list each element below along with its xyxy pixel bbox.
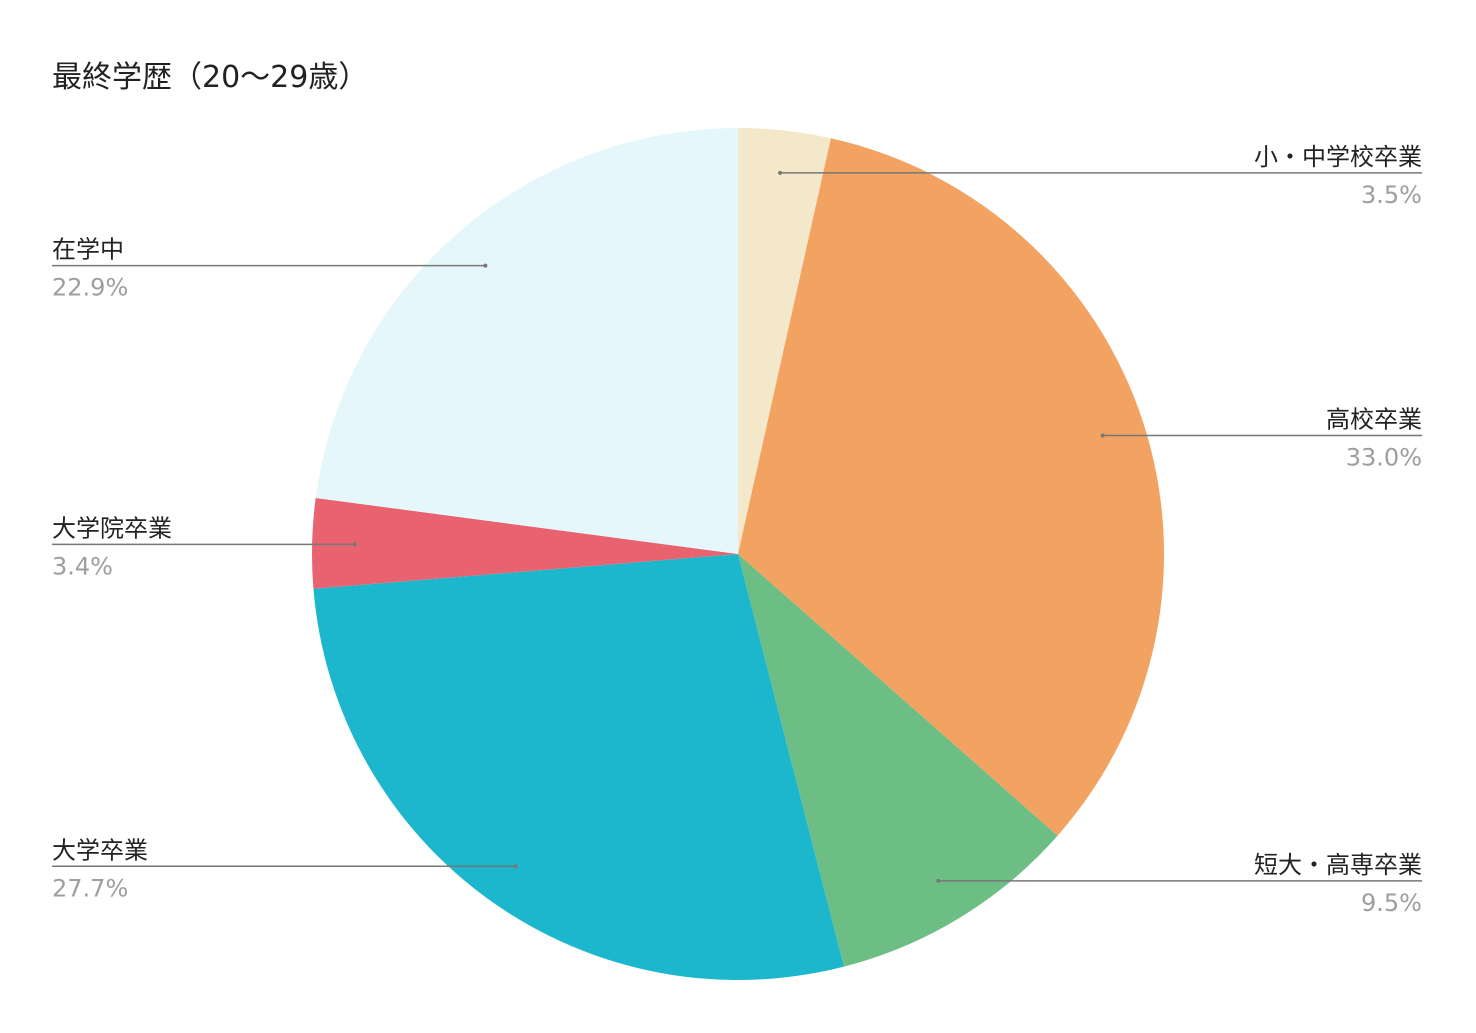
slice-label-1: 高校卒業: [1326, 406, 1422, 434]
chart-title: 最終学歴（20〜29歳）: [52, 60, 369, 95]
leader-dot-0: [778, 170, 783, 175]
leader-dot-5: [483, 263, 488, 268]
slice-value-2: 9.5%: [1361, 889, 1422, 917]
pie-slice-5: [315, 128, 738, 554]
pie-slice-0: [738, 128, 831, 554]
slice-label-3: 大学卒業: [52, 836, 148, 864]
pie-slice-3: [313, 554, 844, 981]
slice-label-0: 小・中学校卒業: [1254, 143, 1422, 171]
slice-value-3: 27.7%: [52, 874, 128, 902]
pie-slice-2: [738, 554, 1058, 967]
slice-label-4: 大学院卒業: [52, 514, 172, 542]
slice-value-0: 3.5%: [1361, 181, 1422, 209]
slice-label-2: 短大・高専卒業: [1254, 851, 1422, 879]
leader-lines: [52, 170, 1422, 883]
pie-slices: [312, 128, 1165, 981]
slice-labels: 小・中学校卒業 3.5% 高校卒業 33.0% 短大・高専卒業 9.5% 大学卒業 27.7%…: [52, 143, 1422, 917]
leader-dot-3: [513, 864, 518, 869]
leader-dot-2: [936, 878, 941, 883]
slice-value-5: 22.9%: [52, 274, 128, 302]
slice-label-5: 在学中: [52, 236, 124, 264]
slice-value-1: 33.0%: [1346, 444, 1422, 472]
slice-value-4: 3.4%: [52, 552, 113, 580]
leader-dot-4: [352, 542, 357, 547]
pie-slice-1: [738, 138, 1165, 836]
leader-dot-1: [1100, 433, 1105, 438]
pie-slice-4: [312, 497, 738, 589]
